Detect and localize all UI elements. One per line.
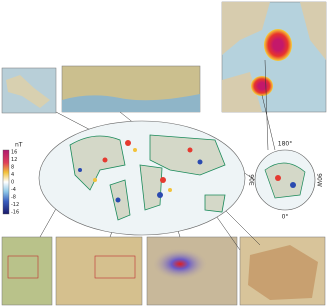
box	[7, 255, 39, 279]
anomaly	[251, 76, 273, 96]
polar-label: 90E	[248, 174, 255, 186]
colorbar-tick-label: -12	[11, 202, 19, 208]
land	[248, 245, 318, 300]
polar-label: 180°	[278, 141, 292, 148]
anomaly	[152, 248, 208, 280]
colorbar-tick-label: -4	[11, 187, 16, 193]
polar-label: 90W	[316, 173, 323, 187]
colorbar-unit: nT	[15, 142, 23, 149]
colorbar-tick-label: -8	[11, 195, 16, 201]
land	[6, 75, 50, 108]
global-map	[38, 120, 246, 236]
polar-label: 0°	[282, 214, 289, 221]
colorbar-tick-label: 16	[11, 150, 17, 156]
polar-map: 180° 0° 90E 90W	[248, 141, 323, 221]
inset-map	[1, 236, 53, 306]
colorbar-tick-label: 12	[11, 157, 17, 163]
box	[94, 255, 136, 279]
inset-map	[55, 236, 143, 306]
colorbar-tick-label: -16	[11, 210, 19, 216]
sea	[62, 94, 200, 112]
colorbar-tick-label: 8	[11, 165, 14, 171]
colorbar-tick-label: 0	[11, 180, 14, 186]
anomaly	[264, 29, 292, 61]
land	[222, 2, 326, 112]
colorbar-tick-label: 4	[11, 172, 14, 178]
